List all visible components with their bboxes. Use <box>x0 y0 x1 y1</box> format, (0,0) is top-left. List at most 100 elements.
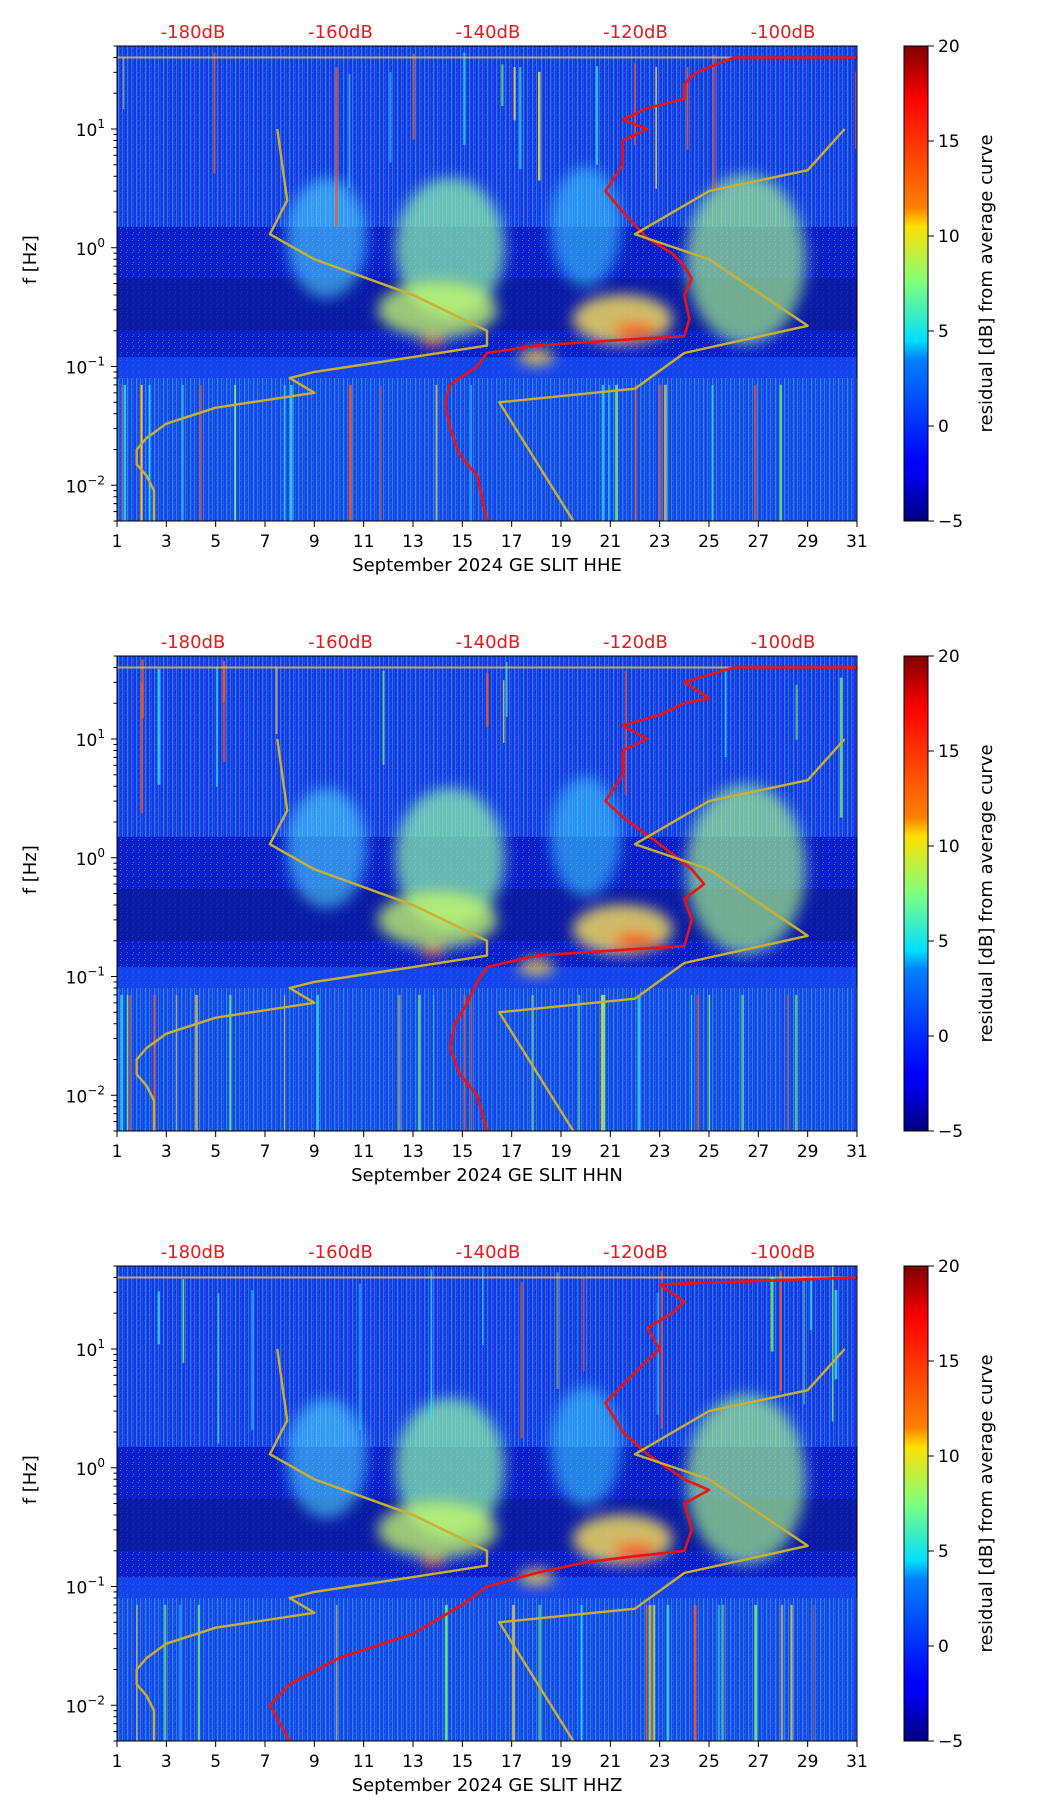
event-streak <box>222 665 226 763</box>
db-label: -160dB <box>308 632 373 653</box>
colorbar-tick-label: 5 <box>938 1542 949 1562</box>
x-tick-label: 31 <box>846 532 868 552</box>
y-tick-label: 10−1 <box>66 355 105 379</box>
event-streak <box>634 384 637 521</box>
event-streak <box>648 1604 652 1741</box>
hf-line <box>117 666 857 669</box>
event-streak <box>615 384 618 521</box>
storm-blob-8 <box>550 1386 621 1507</box>
x-tick-label: 17 <box>501 1752 523 1772</box>
x-tick-label: 15 <box>452 1752 474 1772</box>
colorbar-tick-label: 20 <box>938 37 960 57</box>
db-label: -180dB <box>161 22 226 43</box>
storm-blob-9 <box>518 1569 555 1586</box>
event-streak <box>708 994 711 1131</box>
colorbar-tick-label: −5 <box>938 1732 963 1752</box>
db-label: -120dB <box>603 22 668 43</box>
event-streak <box>289 384 293 521</box>
x-tick-label: 23 <box>649 532 671 552</box>
x-axis: 1 3 5 7 9 11 13 15 17 19 21 23 25 27 29 31 <box>112 1131 868 1162</box>
y-tick-label: 101 <box>76 117 105 141</box>
colorbar: 20 15 10 5 0 −5 residual [dB] from average cur… <box>903 647 997 1142</box>
event-streak <box>412 53 415 140</box>
event-streak <box>711 384 714 521</box>
storm-blob-2 <box>377 891 498 948</box>
x-tick-label: 3 <box>161 532 172 552</box>
x-tick-label: 27 <box>748 532 770 552</box>
event-streak <box>481 1266 484 1346</box>
storm-blobs <box>286 166 806 366</box>
event-streak <box>633 63 636 145</box>
event-streak <box>513 67 516 121</box>
colorbar-tick-label: 10 <box>938 1447 960 1467</box>
event-streak <box>234 384 237 521</box>
colorbar-tick-label: 5 <box>938 932 949 952</box>
y-tick-label: 100 <box>76 846 105 870</box>
event-streak <box>696 994 700 1131</box>
storm-blob-3 <box>686 784 806 955</box>
event-streak <box>578 994 580 1131</box>
colorbar-label: residual [dB] from average curve <box>976 1354 997 1652</box>
event-streak <box>195 994 198 1131</box>
event-streak <box>660 1270 663 1429</box>
x-tick-label: 21 <box>600 1752 622 1772</box>
db-label: -180dB <box>161 632 226 653</box>
lf-streaks <box>117 378 857 521</box>
colorbar-tick-label: 20 <box>938 1257 960 1277</box>
db-label: -100dB <box>751 632 816 653</box>
event-streak <box>283 384 286 521</box>
db-label: -140dB <box>456 22 521 43</box>
event-streak <box>470 384 472 521</box>
y-tick-label: 10−2 <box>66 1083 105 1107</box>
storm-blob-3 <box>686 174 806 345</box>
event-streak <box>831 1266 834 1422</box>
colorbar-tick-label: 10 <box>938 837 960 857</box>
event-streak <box>430 1269 433 1421</box>
x-tick-label: 11 <box>353 1142 375 1162</box>
event-streak <box>199 384 202 521</box>
x-tick-label: 5 <box>210 1752 221 1772</box>
event-streak <box>462 52 466 146</box>
storm-blob-3 <box>686 1394 806 1565</box>
db-label: -140dB <box>456 1242 521 1263</box>
event-streak <box>380 384 382 521</box>
event-streak <box>690 994 693 1131</box>
db-label: -120dB <box>603 632 668 653</box>
event-streak <box>855 71 857 149</box>
y-tick-label: 101 <box>76 727 105 751</box>
mean-psd-curve <box>448 666 857 1131</box>
event-streak <box>520 1282 524 1439</box>
x-tick-label: 21 <box>600 532 622 552</box>
event-streak <box>382 670 385 765</box>
event-streak <box>121 384 123 521</box>
x-tick-label: 7 <box>260 1142 271 1162</box>
y-tick-label: 10−1 <box>66 1575 105 1599</box>
x-tick-label: 17 <box>501 532 523 552</box>
event-streak <box>222 661 226 702</box>
event-streak <box>650 1604 654 1741</box>
y-tick-label: 100 <box>76 1456 105 1480</box>
event-streak <box>717 1604 721 1741</box>
storm-blob-6 <box>420 947 445 958</box>
event-streak <box>157 669 161 785</box>
storm-blob-5 <box>613 932 657 949</box>
event-streak <box>834 1289 838 1380</box>
y-axis: 101 100 10−1 10−2 <box>66 655 117 1132</box>
event-streak <box>139 384 142 521</box>
event-streak <box>398 994 401 1131</box>
x-tick-label: 13 <box>402 532 424 552</box>
colorbar: 20 15 10 5 0 −5 residual [dB] from average cur… <box>903 1257 997 1752</box>
storm-blob-6 <box>420 1557 445 1568</box>
event-streak <box>217 1293 220 1444</box>
event-streak <box>348 73 351 188</box>
x-tick-label: 19 <box>550 532 572 552</box>
event-streak <box>595 66 599 165</box>
x-tick-label: 5 <box>210 1142 221 1162</box>
top-db-labels: -180dB -160dB -140dB -120dB -100dB <box>161 632 816 653</box>
event-streak <box>501 64 504 106</box>
event-streak <box>335 67 338 227</box>
db-label: -140dB <box>456 632 521 653</box>
storm-blob-2 <box>377 281 498 338</box>
storm-blobs <box>286 1386 806 1586</box>
